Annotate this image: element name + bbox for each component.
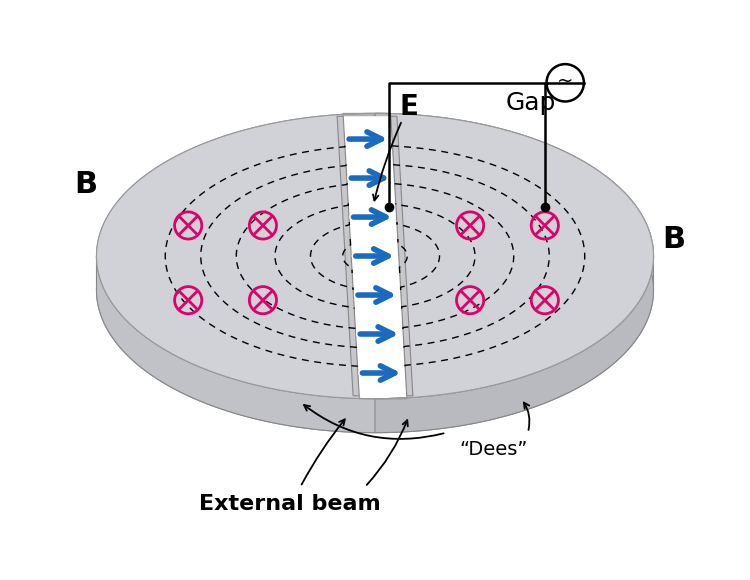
Polygon shape [97, 113, 375, 433]
Text: E: E [400, 93, 418, 121]
Text: Gap: Gap [506, 91, 556, 115]
Text: “Dees”: “Dees” [460, 440, 528, 459]
Polygon shape [97, 113, 375, 398]
Polygon shape [375, 113, 653, 398]
Polygon shape [375, 113, 653, 398]
Polygon shape [337, 116, 359, 396]
Polygon shape [375, 113, 653, 433]
Polygon shape [344, 116, 406, 396]
Text: ~: ~ [557, 72, 574, 91]
Text: B: B [662, 224, 686, 253]
Text: B: B [75, 170, 98, 199]
Polygon shape [391, 116, 413, 396]
Text: External beam: External beam [200, 494, 381, 514]
Polygon shape [97, 256, 653, 433]
